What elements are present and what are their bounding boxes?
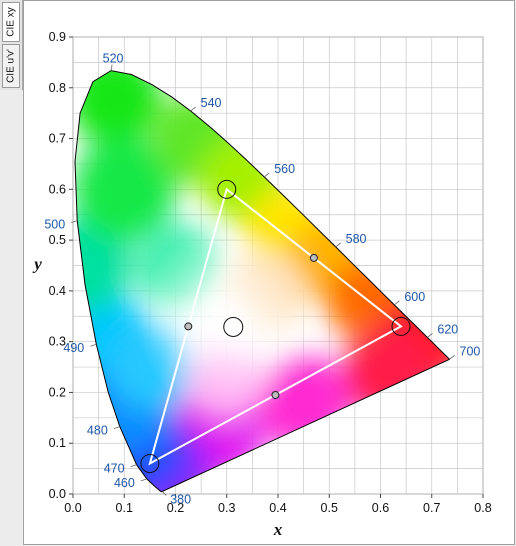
chromaticity-panel: 0.0 0.1 0.2 0.3 0.4 0.5 0.6 0.7 0.8 0.0 0.1 0.2 0.3 0…	[23, 0, 515, 545]
wavelength-tick	[263, 172, 270, 178]
tab-cie-uv[interactable]: CIE u'v'	[2, 44, 20, 88]
y-tick-label: 0.1	[49, 436, 66, 450]
edge-handle	[271, 390, 280, 399]
x-tick-label: 0.8	[474, 501, 491, 515]
wavelength-label: 500	[44, 218, 65, 232]
y-tick-label: 0.9	[49, 30, 66, 44]
edge-handle	[309, 253, 318, 262]
color-blob	[75, 137, 177, 242]
wavelength-label: 520	[103, 52, 124, 66]
y-tick-label: 0.0	[49, 487, 66, 501]
wavelength-tick	[130, 464, 137, 468]
axis-ticks: 0.0 0.1 0.2 0.3 0.4 0.5 0.6 0.7 0.8 0.0 0.1 0.2 0.3 0…	[49, 30, 492, 515]
wavelength-label: 480	[87, 424, 108, 438]
y-axis-label: y	[32, 255, 42, 274]
wavelength-label: 600	[404, 290, 425, 304]
wavelength-tick	[394, 300, 400, 306]
gamut-triangle-group	[140, 179, 411, 474]
chromaticity-chart: 0.0 0.1 0.2 0.3 0.4 0.5 0.6 0.7 0.8 0.0 0.1 0.2 0.3 0…	[32, 30, 492, 539]
wavelength-label: 700	[460, 344, 481, 358]
y-tick-label: 0.8	[49, 81, 66, 95]
primary-marker-ring	[217, 179, 237, 199]
wavelength-tick	[190, 106, 196, 112]
wavelength-tick	[71, 220, 78, 223]
x-tick-label: 0.5	[321, 501, 338, 515]
wavelength-tick	[140, 478, 147, 482]
color-blob	[75, 218, 131, 313]
y-tick-label: 0.2	[49, 385, 66, 399]
wavelength-label: 620	[437, 322, 458, 336]
tab-cie-xy[interactable]: CIE xy	[2, 2, 20, 42]
wavelength-tick	[335, 242, 341, 248]
wavelength-tick	[113, 426, 120, 429]
x-tick-label: 0.6	[372, 501, 389, 515]
y-tick-label: 0.6	[49, 182, 66, 196]
wavelength-label: 540	[201, 96, 222, 110]
edge-handle	[184, 322, 193, 331]
y-tick-label: 0.4	[49, 284, 66, 298]
wavelength-label: 560	[274, 162, 295, 176]
wavelength-label: 470	[104, 462, 125, 476]
x-tick-label: 0.2	[167, 501, 184, 515]
wavelength-label: 460	[114, 476, 135, 490]
wavelength-label: 380	[170, 492, 191, 506]
tab-cie-uv-label: CIE u'v'	[5, 49, 17, 83]
white-point-marker	[223, 316, 244, 337]
wavelength-label: 490	[63, 341, 84, 355]
y-tick-label: 0.5	[49, 233, 66, 247]
spectral-color-fill	[75, 70, 450, 492]
wavelength-tick	[110, 64, 113, 71]
x-tick-label: 0.3	[218, 501, 235, 515]
y-tick-label: 0.3	[49, 335, 66, 349]
x-tick-label: 0.4	[269, 501, 286, 515]
wavelength-tick	[90, 343, 97, 347]
spectral-locus	[74, 70, 450, 493]
primary-marker-ring	[140, 454, 160, 474]
wavelength-tick	[427, 333, 433, 338]
x-tick-label: 0.0	[64, 501, 81, 515]
x-axis-label: x	[273, 520, 283, 539]
y-tick-label: 0.7	[49, 132, 66, 146]
x-tick-label: 0.1	[116, 501, 133, 515]
wavelength-tick	[449, 354, 455, 360]
primary-marker-ring	[391, 316, 411, 336]
view-tab-strip: CIE xy CIE u'v'	[0, 0, 23, 90]
wavelength-label: 580	[346, 232, 367, 246]
tab-cie-xy-label: CIE xy	[5, 7, 17, 37]
wavelength-tick	[161, 491, 167, 496]
x-tick-label: 0.7	[423, 501, 440, 515]
